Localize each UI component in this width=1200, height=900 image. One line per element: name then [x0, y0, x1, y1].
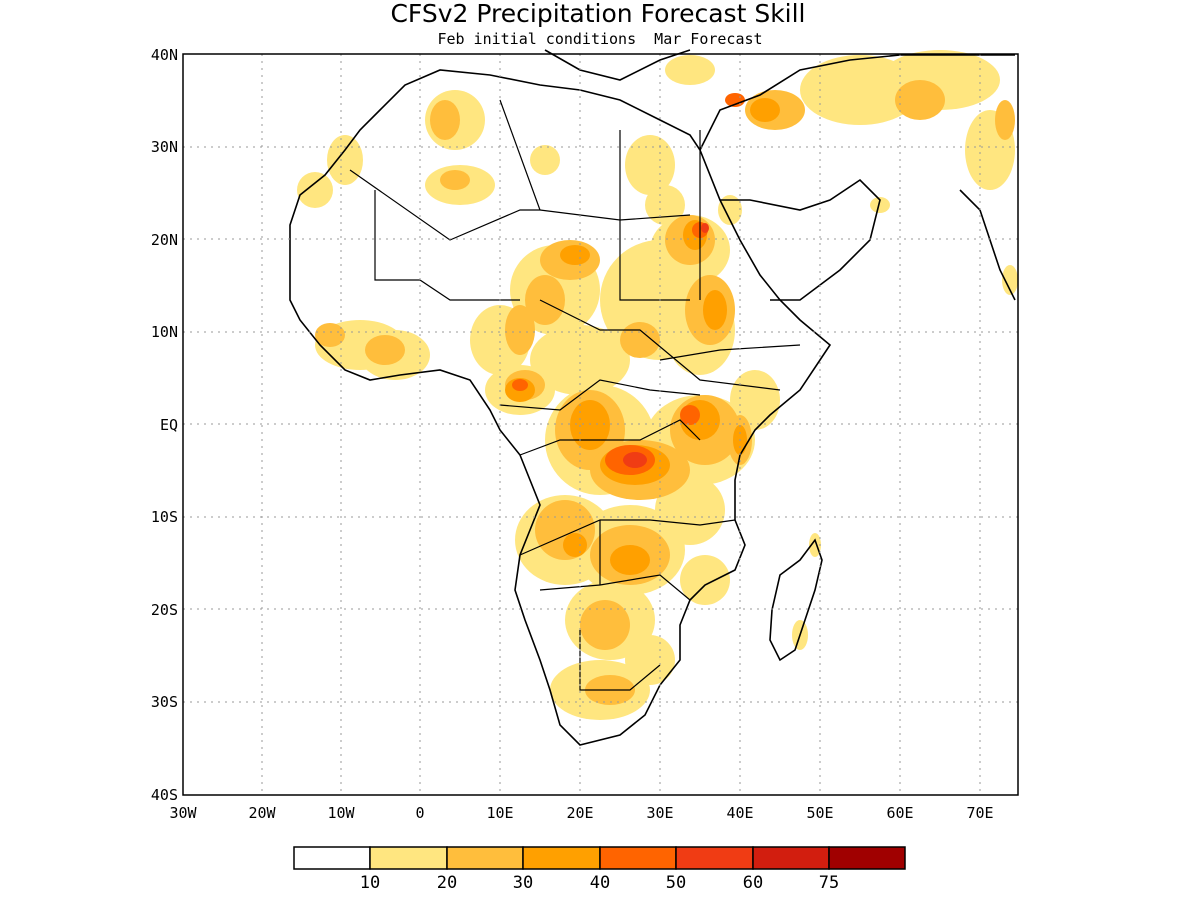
- lon-tick-label: 50E: [806, 804, 833, 822]
- colorbar-label: 20: [437, 873, 457, 893]
- lat-tick-label: EQ: [160, 416, 178, 434]
- colorbar-box: [752, 846, 830, 870]
- lon-tick-label: 30W: [169, 804, 197, 822]
- lon-tick-label: 10W: [327, 804, 355, 822]
- colorbar-box: [369, 846, 448, 870]
- colorbar-legend: 10 20 30 40 50 60 75: [293, 846, 906, 893]
- map-subtitle: Feb initial conditions Mar Forecast: [437, 30, 762, 48]
- lat-tick-label: 10S: [151, 508, 178, 526]
- lat-tick-label: 10N: [151, 323, 178, 341]
- latitude-axis: 40N 30N 20N 10N EQ 10S 20S 30S 40S: [151, 46, 178, 804]
- lon-tick-label: 70E: [966, 804, 993, 822]
- lat-tick-label: 40N: [151, 46, 178, 64]
- map-plot-area: [182, 49, 1019, 796]
- colorbar-label: 10: [360, 873, 380, 893]
- skill-level-50-60: [623, 223, 709, 468]
- lon-tick-label: 60E: [886, 804, 913, 822]
- colorbar-label: 30: [513, 873, 533, 893]
- colorbar-label: 50: [666, 873, 686, 893]
- grid-lines: [183, 54, 1018, 795]
- colorbar-box: [522, 846, 601, 870]
- lon-tick-label: 10E: [486, 804, 513, 822]
- longitude-axis: 30W 20W 10W 0 10E 20E 30E 40E 50E 60E 70…: [169, 804, 993, 822]
- country-borders: [349, 99, 801, 691]
- lat-tick-label: 30S: [151, 693, 178, 711]
- plot-frame: [182, 53, 1019, 796]
- colorbar-label: 60: [743, 873, 763, 893]
- lon-tick-label: 20E: [566, 804, 593, 822]
- colorbar-label: 75: [819, 873, 839, 893]
- colorbar-box: [293, 846, 371, 870]
- colorbar-box: [828, 846, 906, 870]
- skill-level-40-50: [512, 93, 745, 475]
- colorbar-box: [599, 846, 677, 870]
- lon-tick-label: 20W: [248, 804, 276, 822]
- lat-tick-label: 20S: [151, 601, 178, 619]
- lon-tick-label: 0: [415, 804, 424, 822]
- colorbar-box: [675, 846, 754, 870]
- lat-tick-label: 20N: [151, 231, 178, 249]
- colorbar-label: 40: [590, 873, 610, 893]
- lat-tick-label: 40S: [151, 786, 178, 804]
- lat-tick-label: 30N: [151, 138, 178, 156]
- map-title: CFSv2 Precipitation Forecast Skill: [390, 0, 805, 28]
- colorbar-box: [446, 846, 524, 870]
- lon-tick-label: 40E: [726, 804, 753, 822]
- lon-tick-label: 30E: [646, 804, 673, 822]
